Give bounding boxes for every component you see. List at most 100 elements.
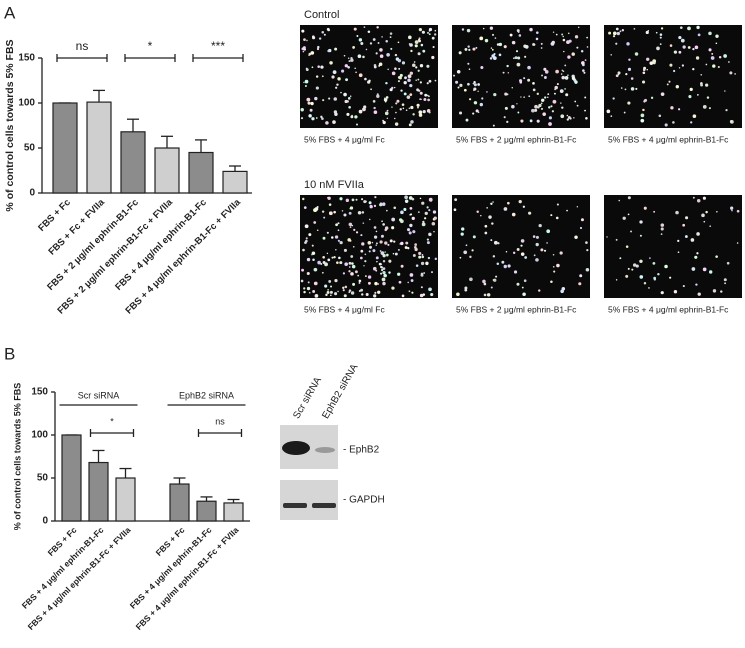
cell — [359, 256, 363, 260]
cell — [464, 288, 468, 292]
cell — [408, 35, 412, 40]
cell — [554, 85, 558, 90]
cell — [564, 88, 566, 90]
cell — [461, 227, 465, 231]
cell — [490, 239, 493, 242]
cell — [383, 97, 386, 100]
cell — [528, 95, 531, 98]
cell — [312, 258, 315, 261]
cell — [327, 258, 331, 262]
cell — [334, 292, 338, 296]
cell — [348, 222, 353, 227]
cell — [428, 197, 433, 202]
cell — [320, 65, 324, 69]
group-label: Scr siRNA — [78, 390, 120, 400]
cell — [308, 114, 312, 118]
cell — [363, 265, 365, 267]
cell — [635, 87, 638, 90]
cell — [382, 260, 386, 263]
cell — [552, 254, 555, 256]
cell — [617, 73, 620, 76]
cell — [341, 69, 345, 73]
cell — [574, 235, 578, 240]
cell — [682, 284, 685, 288]
cell — [705, 63, 708, 66]
cell — [345, 78, 349, 82]
cell — [506, 120, 509, 124]
cell — [459, 256, 462, 259]
cell — [357, 274, 360, 277]
cell — [511, 40, 516, 45]
cell — [379, 240, 383, 244]
cell — [456, 292, 460, 297]
cell — [632, 263, 637, 267]
cell — [389, 32, 393, 35]
cell — [389, 239, 393, 243]
cell — [571, 52, 575, 56]
cell — [360, 249, 364, 253]
cell — [334, 112, 338, 117]
cell — [498, 53, 502, 57]
cell — [574, 100, 577, 103]
cell — [524, 45, 529, 49]
cell — [303, 38, 306, 42]
cell — [320, 115, 323, 119]
cell — [623, 111, 626, 114]
cell — [388, 271, 391, 274]
cell — [675, 85, 679, 89]
cell — [300, 117, 304, 120]
cell — [615, 279, 618, 281]
cell — [334, 278, 338, 283]
cell — [380, 272, 383, 275]
cell — [365, 48, 368, 51]
cell — [534, 104, 538, 109]
cell — [348, 211, 352, 215]
cell — [328, 29, 330, 32]
cell — [426, 94, 429, 97]
cell — [305, 237, 308, 240]
cell — [621, 29, 625, 32]
bar — [196, 500, 217, 522]
cell — [494, 37, 497, 39]
cell — [423, 217, 427, 220]
cell — [467, 62, 470, 65]
cell — [311, 253, 313, 256]
cell — [307, 101, 311, 105]
cell — [347, 57, 350, 60]
cell — [309, 108, 313, 112]
cell — [346, 100, 349, 103]
cell — [492, 124, 495, 127]
cell — [619, 30, 622, 33]
cell — [692, 67, 695, 71]
cell — [540, 102, 543, 105]
cell — [458, 51, 462, 55]
cell — [379, 202, 382, 205]
bar — [61, 434, 82, 522]
cell — [515, 50, 519, 53]
cell — [324, 262, 328, 267]
cell — [477, 83, 481, 86]
cell — [538, 223, 542, 228]
cell — [606, 109, 611, 114]
cell — [730, 207, 733, 211]
cell — [728, 61, 730, 63]
cell — [690, 121, 693, 124]
cell — [679, 26, 683, 30]
cell — [434, 29, 437, 32]
cell — [421, 201, 425, 205]
cell — [469, 255, 472, 259]
cell — [384, 228, 388, 232]
cell — [373, 65, 377, 69]
cell — [364, 275, 367, 278]
cell — [386, 109, 389, 112]
cell — [419, 293, 424, 298]
cell — [391, 217, 396, 222]
cell — [358, 282, 361, 284]
cell — [571, 76, 576, 81]
y-tick-label: 0 — [42, 516, 48, 527]
cell — [303, 81, 305, 84]
cell — [431, 55, 435, 60]
cell — [475, 46, 478, 49]
cell — [484, 38, 489, 43]
cell — [404, 246, 408, 249]
